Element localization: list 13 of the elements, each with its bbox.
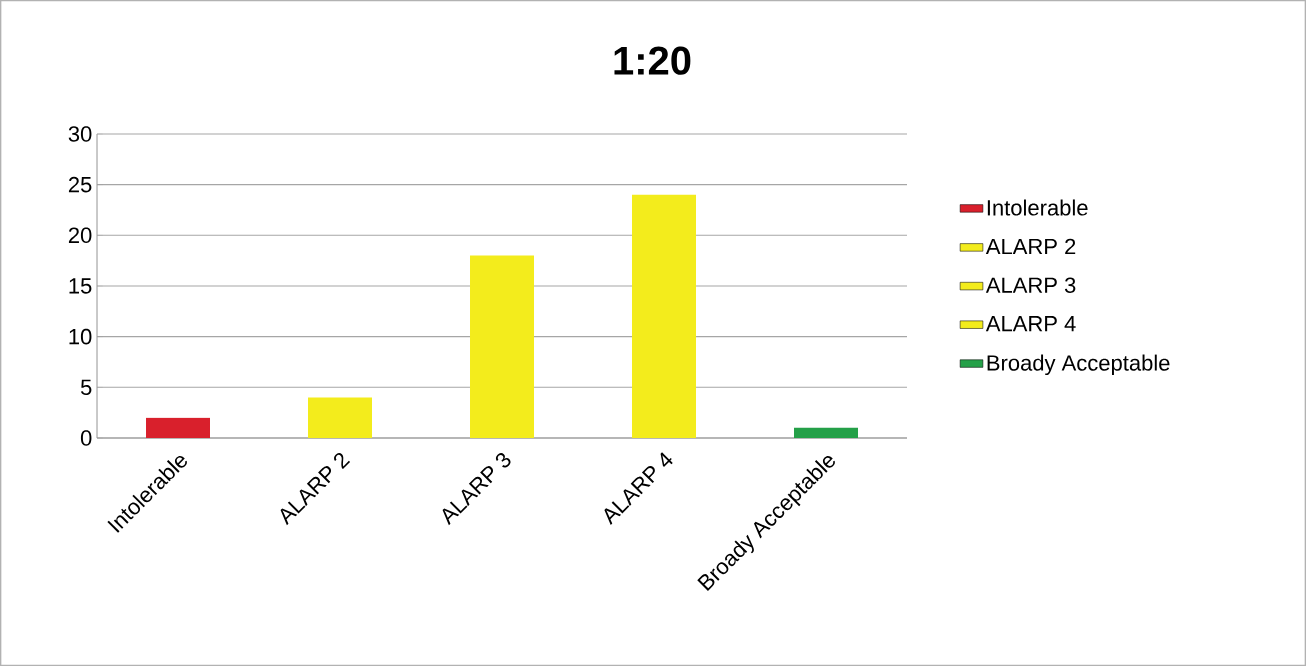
y-tick-label: 25 xyxy=(68,176,92,193)
y-tick-label: 5 xyxy=(80,379,92,395)
legend-label: Broady Acceptable xyxy=(987,354,1170,376)
y-tick-label: 30 xyxy=(68,126,92,142)
y-tick-label: 20 xyxy=(68,227,92,244)
y-tick-label: 10 xyxy=(69,328,92,345)
chart-title: 1:20 xyxy=(614,46,691,75)
legend-label: ALARP 2 xyxy=(985,238,1076,255)
legend-label: ALARP 3 xyxy=(985,277,1076,293)
legend-label: ALARP 4 xyxy=(985,316,1076,332)
y-tick-label: 15 xyxy=(69,278,92,294)
legend-label: Intolerable xyxy=(987,199,1088,216)
y-tick-label: 0 xyxy=(80,430,92,446)
